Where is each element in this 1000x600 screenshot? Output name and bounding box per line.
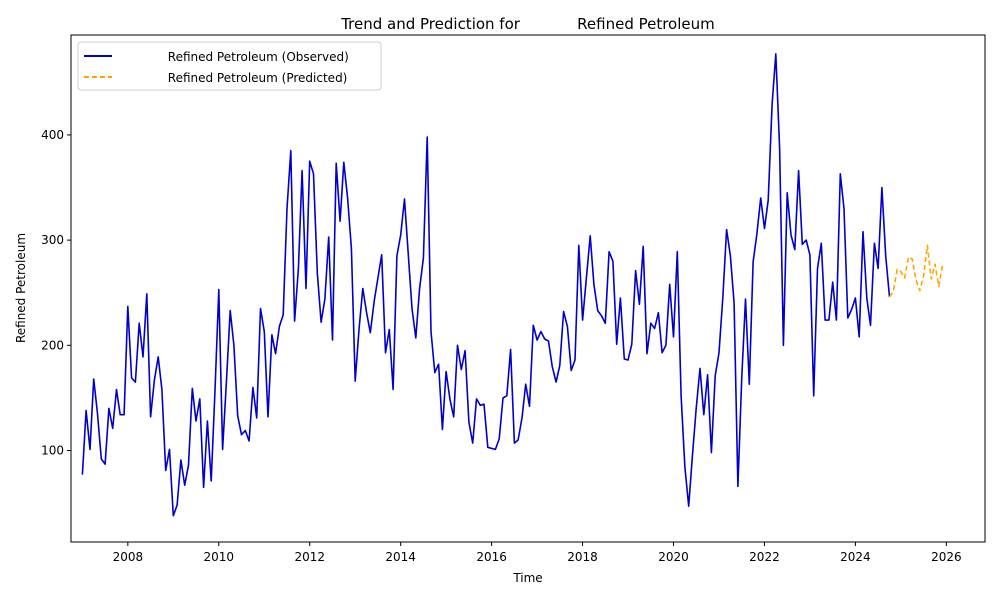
y-tick-label: 100: [41, 443, 64, 457]
legend-box: [77, 41, 382, 91]
plot-background: [71, 35, 985, 542]
predicted-series-line: [888, 244, 944, 298]
x-tick-label: 2014: [385, 550, 416, 564]
legend-observed-label: Refined Petroleum (Observed): [122, 50, 349, 64]
legend: Refined Petroleum (Observed) Refined Pet…: [77, 41, 382, 91]
x-tick-label: 2026: [931, 550, 962, 564]
x-tick-label: 2020: [658, 550, 689, 564]
y-tick-label: 200: [41, 338, 64, 352]
x-tick-label: 2016: [476, 550, 507, 564]
legend-predicted-label: Refined Petroleum (Predicted): [122, 71, 347, 85]
y-axis-ticks: 100 200 300 400: [41, 128, 71, 457]
plot-frame: [70, 34, 986, 543]
x-tick-label: 2024: [840, 550, 871, 564]
x-axis-label: Time: [512, 571, 542, 585]
series-layer: [81, 53, 944, 517]
x-tick-label: 2008: [113, 550, 144, 564]
x-axis-ticks: 2008 2010 2012 2014 2016 2018 2020 2022 2024 2026: [113, 542, 962, 564]
x-tick-label: 2010: [204, 550, 235, 564]
x-tick-label: 2022: [749, 550, 780, 564]
chart-title: Trend and Prediction for Refined Petrole…: [340, 15, 715, 33]
x-tick-label: 2018: [567, 550, 598, 564]
observed-series-line: [81, 53, 891, 517]
y-tick-label: 400: [41, 128, 64, 142]
y-axis-label: Refined Petroleum: [14, 233, 28, 343]
x-tick-label: 2012: [294, 550, 325, 564]
y-tick-label: 300: [41, 233, 64, 247]
